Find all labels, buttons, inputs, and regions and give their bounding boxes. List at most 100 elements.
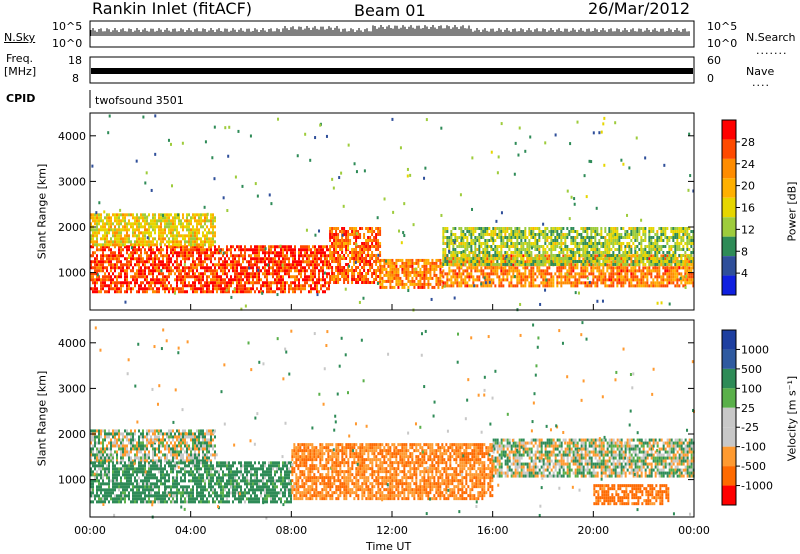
heatmap-cell bbox=[118, 251, 120, 255]
heatmap-cell bbox=[174, 272, 176, 276]
heatmap-cell bbox=[674, 272, 677, 276]
heatmap-cell bbox=[377, 248, 380, 252]
heatmap-cell bbox=[240, 266, 242, 270]
heatmap-cell bbox=[134, 251, 136, 255]
heatmap-cell bbox=[377, 239, 380, 243]
heatmap-cell bbox=[176, 213, 178, 217]
heatmap-cell bbox=[164, 219, 166, 223]
heatmap-cell bbox=[640, 242, 643, 246]
heatmap-cell bbox=[600, 233, 603, 237]
heatmap-cell bbox=[335, 275, 338, 279]
heatmap-cell bbox=[429, 282, 432, 286]
heatmap-cell bbox=[108, 287, 110, 291]
heatmap-cell bbox=[218, 248, 220, 252]
heatmap-cell bbox=[490, 257, 493, 261]
heatmap-cell bbox=[486, 263, 489, 267]
heatmap-cell bbox=[598, 260, 601, 264]
heatmap-cell bbox=[446, 275, 449, 279]
heatmap-cell bbox=[190, 269, 192, 273]
heatmap-cell bbox=[385, 270, 388, 274]
heatmap-cell bbox=[510, 284, 513, 288]
heatmap-cell bbox=[294, 257, 296, 261]
heatmap-cell bbox=[562, 275, 565, 279]
heatmap-cell bbox=[506, 272, 509, 276]
heatmap-cell bbox=[542, 251, 545, 255]
heatmap-cell bbox=[144, 228, 146, 232]
heatmap-cell bbox=[602, 251, 605, 255]
heatmap-cell bbox=[116, 216, 118, 220]
heatmap-cell bbox=[672, 233, 675, 237]
heatmap-cell bbox=[154, 278, 156, 282]
heatmap-cell bbox=[190, 254, 192, 258]
heatmap-cell bbox=[582, 257, 585, 261]
heatmap-cell bbox=[536, 275, 539, 279]
heatmap-cell bbox=[490, 269, 493, 273]
heatmap-cell bbox=[626, 266, 629, 270]
heatmap-cell bbox=[122, 263, 124, 267]
heatmap-cell bbox=[333, 245, 336, 249]
heatmap-cell bbox=[290, 275, 292, 279]
heatmap-cell bbox=[488, 251, 491, 255]
heatmap-cell bbox=[120, 260, 122, 264]
heatmap-cell bbox=[324, 251, 326, 255]
heatmap-cell bbox=[692, 284, 695, 288]
heatmap-cell bbox=[353, 248, 356, 252]
heatmap-cell bbox=[110, 260, 112, 264]
heatmap-cell bbox=[642, 233, 645, 237]
heatmap-cell bbox=[230, 254, 232, 258]
heatmap-cell bbox=[140, 248, 142, 252]
heatmap-cell bbox=[294, 281, 296, 285]
heatmap-cell bbox=[411, 267, 414, 271]
heatmap-cell bbox=[236, 269, 238, 273]
heatmap-cell bbox=[433, 264, 436, 268]
heatmap-cell bbox=[158, 278, 160, 282]
heatmap-cell bbox=[246, 269, 248, 273]
heatmap-cell bbox=[260, 284, 262, 288]
heatmap-cell bbox=[510, 281, 513, 285]
heatmap-cell bbox=[345, 236, 348, 240]
heatmap-cell bbox=[200, 284, 202, 288]
heatmap-cell bbox=[92, 272, 94, 276]
heatmap-cell bbox=[486, 245, 489, 249]
heatmap-cell bbox=[688, 269, 691, 273]
heatmap-cell bbox=[576, 233, 579, 237]
heatmap-cell bbox=[652, 263, 655, 267]
heatmap-cell bbox=[98, 290, 100, 294]
heatmap-cell bbox=[367, 278, 370, 282]
heatmap-cell bbox=[464, 248, 467, 252]
heatmap-cell bbox=[152, 219, 154, 223]
heatmap-cell bbox=[634, 227, 637, 231]
heatmap-cell bbox=[407, 258, 410, 262]
heatmap-cell bbox=[640, 272, 643, 276]
heatmap-cell bbox=[586, 251, 589, 255]
heatmap-cell bbox=[329, 233, 332, 237]
heatmap-cell bbox=[448, 272, 451, 276]
heatmap-cell bbox=[462, 254, 465, 258]
heatmap-cell bbox=[512, 233, 515, 237]
heatmap-cell bbox=[401, 261, 404, 265]
heatmap-cell bbox=[186, 275, 188, 279]
heatmap-cell bbox=[648, 227, 651, 231]
heatmap-cell bbox=[510, 233, 513, 237]
heatmap-cell bbox=[626, 245, 629, 249]
heatmap-cell bbox=[496, 272, 499, 276]
heatmap-cell bbox=[456, 266, 459, 270]
heatmap-cell bbox=[333, 275, 336, 279]
heatmap-cell bbox=[134, 228, 136, 232]
heatmap-cell bbox=[644, 233, 647, 237]
heatmap-cell bbox=[276, 260, 278, 264]
heatmap-cell bbox=[674, 230, 677, 234]
heatmap-cell bbox=[522, 245, 525, 249]
heatmap-cell bbox=[314, 284, 316, 288]
heatmap-cell bbox=[462, 263, 465, 267]
heatmap-cell bbox=[184, 281, 186, 285]
heatmap-cell bbox=[504, 269, 507, 273]
heatmap-cell bbox=[566, 260, 569, 264]
heatmap-cell bbox=[160, 260, 162, 264]
heatmap-cell bbox=[544, 242, 547, 246]
heatmap-cell bbox=[212, 254, 214, 258]
heatmap-cell bbox=[594, 245, 597, 249]
heatmap-cell bbox=[314, 260, 316, 264]
heatmap-cell bbox=[365, 245, 368, 249]
heatmap-cell bbox=[363, 242, 366, 246]
